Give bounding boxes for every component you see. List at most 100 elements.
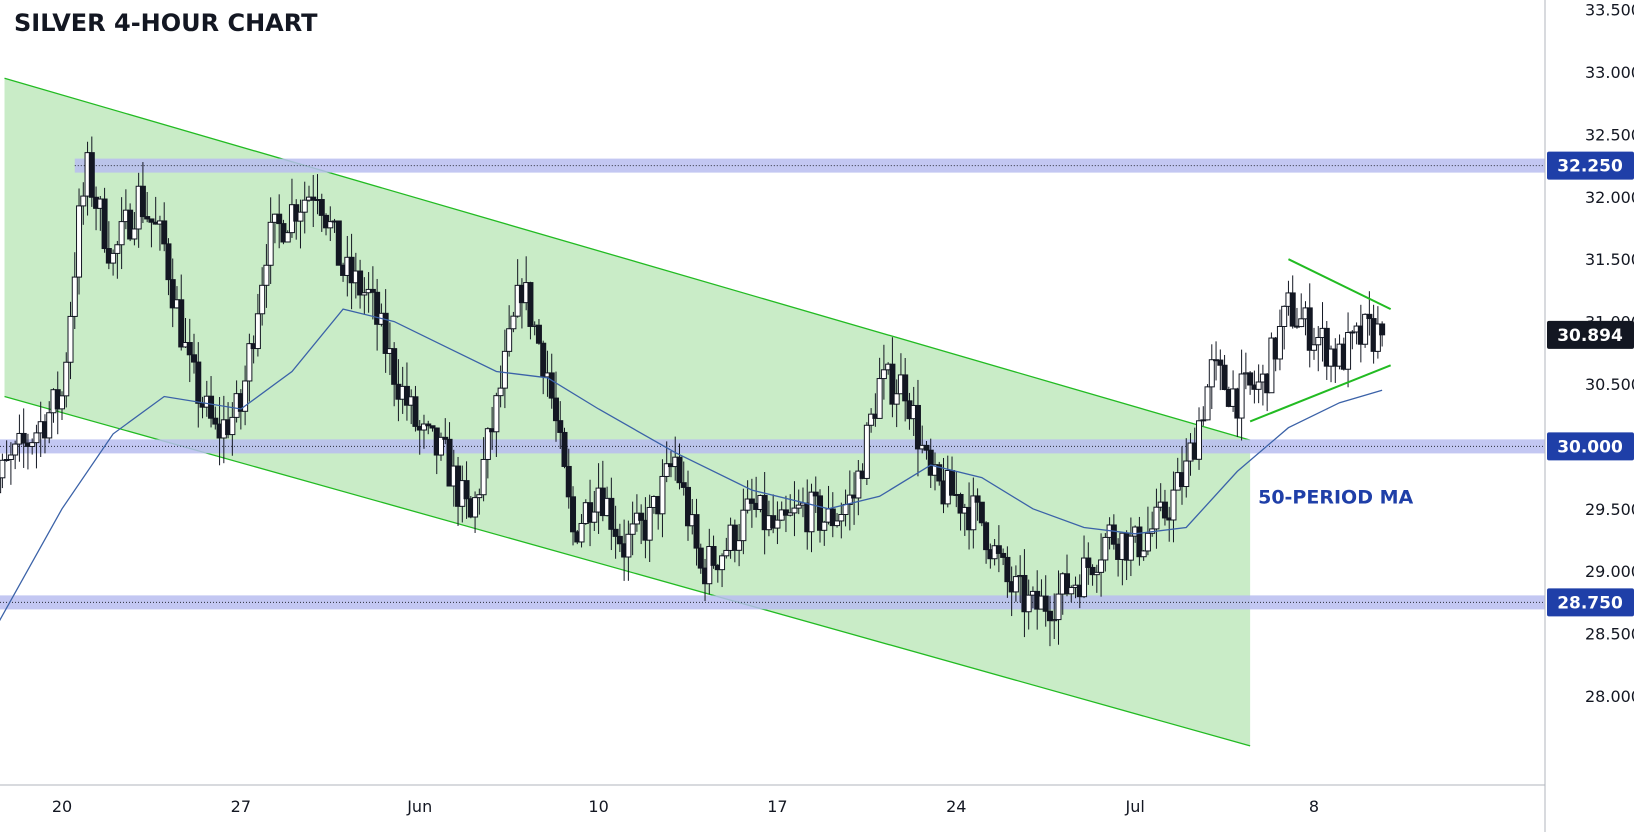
candle [506,305,513,357]
candle [863,422,870,486]
candle [1093,564,1100,593]
candle [510,311,517,333]
candle [1200,406,1207,426]
channel-fill [4,78,1251,746]
candle [348,233,355,310]
candle [429,425,436,432]
candle [1345,312,1352,388]
candle [442,418,449,445]
candle [71,252,78,330]
y-tick-label: 29.000 [1585,562,1634,581]
candle [1004,546,1011,598]
candle [927,438,934,488]
candle [178,274,185,351]
candle [1268,332,1275,394]
candle [731,519,738,563]
candle [1000,548,1007,566]
candle [914,379,921,477]
candle [1136,516,1143,566]
candle [361,277,368,315]
candle [527,281,534,340]
candle [685,470,691,541]
candle [791,481,798,537]
candle [127,203,134,242]
candle [1089,564,1096,586]
candle [591,490,598,531]
candle [719,553,726,588]
candle [403,362,410,421]
candle [186,318,193,383]
candle [0,453,6,489]
candle [740,488,747,555]
y-tick-label: 29.500 [1585,500,1634,519]
candle [1276,309,1283,371]
candle [1110,514,1117,550]
candle [148,218,155,248]
candle [1379,321,1386,347]
candle [1068,585,1075,603]
candle [846,470,853,531]
candle [1161,489,1168,526]
candle [570,486,577,546]
candle [1127,517,1134,577]
candle [978,501,985,527]
candle [254,293,261,357]
candle [1238,349,1245,441]
candle [608,477,615,551]
candle [565,448,572,509]
candle [1046,596,1053,647]
price-tag: 32.250 [1547,151,1634,180]
svg-text:28.750: 28.750 [1557,593,1623,613]
candle [612,505,619,559]
candle [723,537,730,559]
candle [297,199,304,249]
candle [659,459,666,538]
candle [748,478,755,528]
candle [817,489,824,543]
candle [1289,275,1296,329]
y-tick-label: 30.500 [1585,375,1634,394]
candle [697,543,704,574]
candle [318,193,325,232]
horizontal-levels [0,158,1545,610]
candle [1362,313,1369,348]
y-tick-label: 28.500 [1585,625,1634,644]
candle [208,376,215,428]
price-tag: 30.894 [1547,320,1634,349]
candle [1217,349,1224,391]
candle [1315,326,1322,372]
candle [855,460,862,516]
candle [923,441,930,460]
candle [838,502,845,539]
x-tick-label: Jul [1124,797,1144,816]
price-tags: 32.250 30.000 28.750 30.894 [1547,151,1634,617]
candle [33,424,40,469]
candle [484,427,491,479]
price-tag: 30.000 [1547,432,1634,461]
candle [936,461,943,486]
y-tick-label: 28.000 [1585,687,1634,706]
ma-label: 50-PERIOD MA [1258,486,1413,508]
candle [1144,506,1151,556]
y-tick-label: 33.500 [1585,1,1634,20]
candle [983,521,990,564]
candle [1374,306,1381,359]
candle [391,342,398,407]
x-tick-label: 20 [52,797,72,816]
svg-text:32.250: 32.250 [1557,157,1623,177]
symmetrical-triangle [1249,258,1392,423]
candle [493,392,500,457]
candle [1298,293,1305,328]
candle [59,391,65,420]
candle [1085,542,1092,585]
candle [63,352,70,408]
candles [0,136,1386,647]
candle [821,520,828,546]
candle [327,206,334,242]
candle [535,319,542,345]
candle [957,492,964,531]
candle [12,440,19,470]
candle [1170,471,1177,543]
